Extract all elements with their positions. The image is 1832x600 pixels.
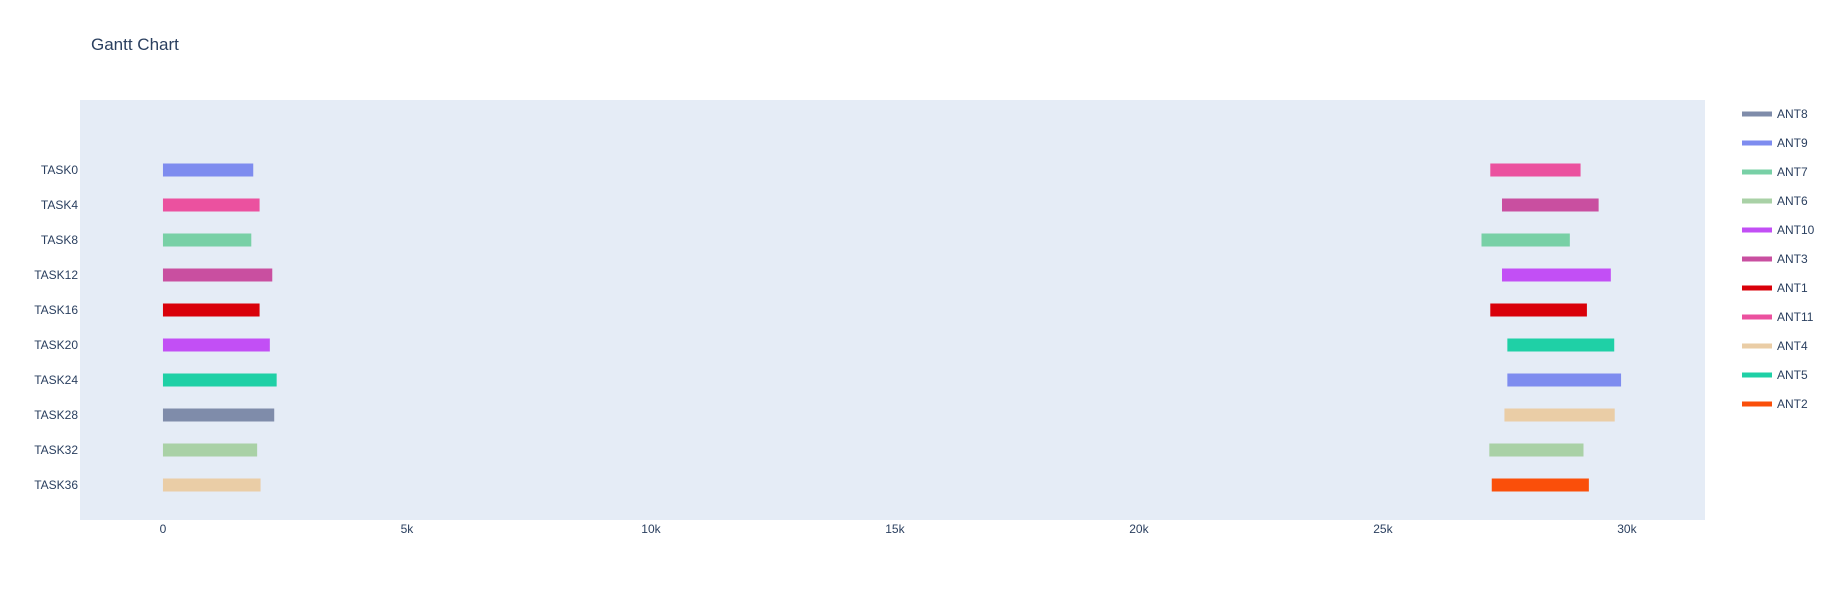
bar-ant7-task8-0: [162, 233, 252, 247]
bar-ant7-task8-1: [1481, 233, 1570, 247]
legend-item-ant9[interactable]: ANT9: [1742, 136, 1808, 150]
bar-ant1-task16-1: [1490, 303, 1587, 317]
x-tick-label-15k: 15k: [885, 522, 905, 536]
legend-label-ant6: ANT6: [1777, 194, 1808, 208]
legend-swatch-ant6: [1742, 198, 1772, 204]
bar-ant3-task12-0: [162, 268, 273, 282]
chart-title: Gantt Chart: [91, 35, 179, 54]
y-tick-label-task12: TASK12: [34, 268, 78, 282]
plot-area: [80, 100, 1705, 520]
legend-label-ant3: ANT3: [1777, 252, 1808, 266]
y-tick-label-task16: TASK16: [34, 303, 78, 317]
legend-label-ant5: ANT5: [1777, 368, 1808, 382]
legend-item-ant1[interactable]: ANT1: [1742, 281, 1808, 295]
bars-group: [162, 163, 1622, 492]
y-tick-label-task32: TASK32: [34, 443, 78, 457]
bar-ant10-task12-1: [1502, 268, 1611, 282]
legend-item-ant4[interactable]: ANT4: [1742, 339, 1808, 353]
x-tick-label-0: 0: [160, 522, 167, 536]
x-axis-ticks: 0 5k 10k 15k 20k 25k 30k: [160, 522, 1638, 536]
legend-swatch-ant7: [1742, 169, 1772, 175]
legend-item-ant3[interactable]: ANT3: [1742, 252, 1808, 266]
y-axis-ticks: TASK0 TASK4 TASK8 TASK12 TASK16 TASK20 TASK24 T…: [34, 163, 78, 492]
y-tick-label-task24: TASK24: [34, 373, 78, 387]
bar-ant9-task0-0: [162, 163, 254, 177]
legend-label-ant1: ANT1: [1777, 281, 1808, 295]
legend-swatch-ant5: [1742, 372, 1772, 378]
legend-item-ant2[interactable]: ANT2: [1742, 397, 1808, 411]
legend-swatch-ant1: [1742, 285, 1772, 291]
legend-label-ant7: ANT7: [1777, 165, 1808, 179]
legend-swatch-ant8: [1742, 111, 1772, 117]
legend-item-ant5[interactable]: ANT5: [1742, 368, 1808, 382]
legend-item-ant11[interactable]: ANT11: [1742, 310, 1814, 324]
legend-label-ant4: ANT4: [1777, 339, 1808, 353]
bar-ant5-task20-1: [1507, 338, 1615, 352]
legend-swatch-ant9: [1742, 140, 1772, 146]
legend-swatch-ant10: [1742, 227, 1772, 233]
bar-ant10-task20-0: [162, 338, 270, 352]
legend-swatch-ant4: [1742, 343, 1772, 349]
legend-label-ant11: ANT11: [1777, 310, 1814, 324]
bar-ant11-task0-1: [1490, 163, 1581, 177]
legend-item-ant7[interactable]: ANT7: [1742, 165, 1808, 179]
legend-item-ant6[interactable]: ANT6: [1742, 194, 1808, 208]
y-tick-label-task0: TASK0: [41, 163, 78, 177]
bar-ant1-task16-0: [162, 303, 260, 317]
bar-ant2-task36-0: [1491, 478, 1589, 492]
y-tick-label-task20: TASK20: [34, 338, 78, 352]
bar-ant4-task28-1: [1504, 408, 1615, 422]
bar-ant6-task32-0: [162, 443, 258, 457]
legend-item-ant8[interactable]: ANT8: [1742, 107, 1808, 121]
legend-swatch-ant11: [1742, 314, 1772, 320]
x-tick-label-30k: 30k: [1617, 522, 1637, 536]
y-tick-label-task36: TASK36: [34, 478, 78, 492]
bar-ant4-task36-0: [162, 478, 261, 492]
legend-label-ant2: ANT2: [1777, 397, 1808, 411]
y-tick-label-task28: TASK28: [34, 408, 78, 422]
legend-item-ant10[interactable]: ANT10: [1742, 223, 1815, 237]
y-tick-label-task8: TASK8: [41, 233, 78, 247]
bar-ant9-task24-1: [1507, 373, 1622, 387]
bar-ant11-task4-0: [162, 198, 260, 212]
x-tick-label-10k: 10k: [641, 522, 661, 536]
x-tick-label-25k: 25k: [1373, 522, 1393, 536]
bar-ant6-task32-1: [1489, 443, 1584, 457]
legend-label-ant8: ANT8: [1777, 107, 1808, 121]
legend-label-ant10: ANT10: [1777, 223, 1815, 237]
y-tick-label-task4: TASK4: [41, 198, 78, 212]
bar-ant3-task4-1: [1502, 198, 1599, 212]
legend: ANT8 ANT9 ANT7 ANT6 ANT10 ANT3 ANT1 ANT11 ANT4 AN…: [1742, 107, 1815, 411]
bar-ant5-task24-0: [162, 373, 277, 387]
legend-swatch-ant3: [1742, 256, 1772, 262]
bar-ant8-task28-0: [162, 408, 275, 422]
x-tick-label-5k: 5k: [401, 522, 415, 536]
legend-label-ant9: ANT9: [1777, 136, 1808, 150]
x-tick-label-20k: 20k: [1129, 522, 1149, 536]
legend-swatch-ant2: [1742, 401, 1772, 407]
